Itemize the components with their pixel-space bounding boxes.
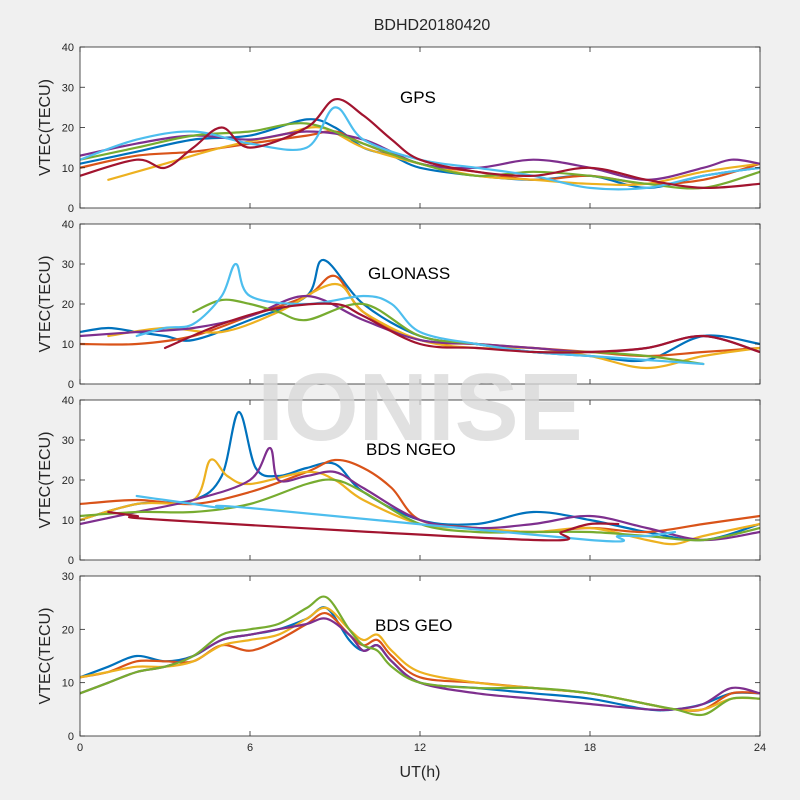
x-tick-label: 0 [77,742,83,754]
y-tick-label: 0 [68,203,74,215]
panel-1: 0 10 20 30 40 VTEC(TECU) GPS [37,42,761,215]
y-tick-label: 0 [68,731,74,743]
y-tick-label: 0 [68,379,74,391]
series-line-6 [135,262,705,366]
plot-area [80,400,760,560]
series-line-5 [80,595,760,717]
panel-title: BDS NGEO [366,440,456,459]
y-tick-label: 10 [62,163,74,175]
x-axis-label: UT(h) [400,764,441,781]
y-tick-label: 40 [62,395,74,407]
x-tick-label: 6 [247,742,253,754]
y-axis-label: VTEC(TECU) [37,608,54,705]
x-tick-label: 12 [414,742,426,754]
panel-3: 0 10 20 30 40 VTEC(TECU) BDS NGEO [37,395,761,567]
panel-title: GPS [400,88,436,107]
series-line-6 [135,494,677,543]
y-tick-label: 10 [62,678,74,690]
plot-area [80,47,760,208]
series-line-7 [80,98,760,190]
panel-title: GLONASS [368,264,450,283]
y-tick-label: 10 [62,515,74,527]
figure-title: BDHD20180420 [374,17,491,34]
y-tick-label: 20 [62,123,74,135]
panel-title: BDS GEO [375,616,452,635]
y-tick-label: 30 [62,435,74,447]
panel-4: 0 10 20 30 0 6 12 18 24 VTEC(TECU) BDS GEO [37,571,766,754]
panels: 0 10 20 30 40 VTEC(TECU) GPS 0 10 20 30 40 VTEC(TECU… [37,42,766,754]
y-axis-label: VTEC(TECU) [37,256,54,353]
y-axis-label: VTEC(TECU) [37,432,54,529]
x-tick-label: 24 [754,742,766,754]
y-tick-label: 20 [62,624,74,636]
y-tick-label: 10 [62,339,74,351]
y-tick-label: 0 [68,555,74,567]
y-tick-label: 30 [62,259,74,271]
series-line-7 [107,510,620,542]
watermark: IONISE [257,354,582,461]
x-tick-label: 18 [584,742,596,754]
series-group [80,258,760,370]
y-tick-label: 20 [62,475,74,487]
y-axis-label: VTEC(TECU) [37,79,54,176]
series-line-7 [163,302,760,354]
series-line-1 [80,258,760,363]
series-line-2 [80,458,760,534]
series-group [80,410,760,546]
panel-2: 0 10 20 30 40 VTEC(TECU) GLONASS [37,219,761,391]
series-line-3 [80,458,760,546]
y-tick-label: 30 [62,82,74,94]
y-tick-label: 30 [62,571,74,583]
y-tick-label: 20 [62,299,74,311]
series-line-4 [80,446,760,542]
plot-area [80,576,760,736]
y-tick-label: 40 [62,219,74,231]
plot-area [80,224,760,384]
series-group [80,98,760,191]
y-tick-label: 40 [62,42,74,54]
series-line-6 [80,106,760,191]
series-line-5 [80,122,760,190]
series-group [80,595,760,717]
